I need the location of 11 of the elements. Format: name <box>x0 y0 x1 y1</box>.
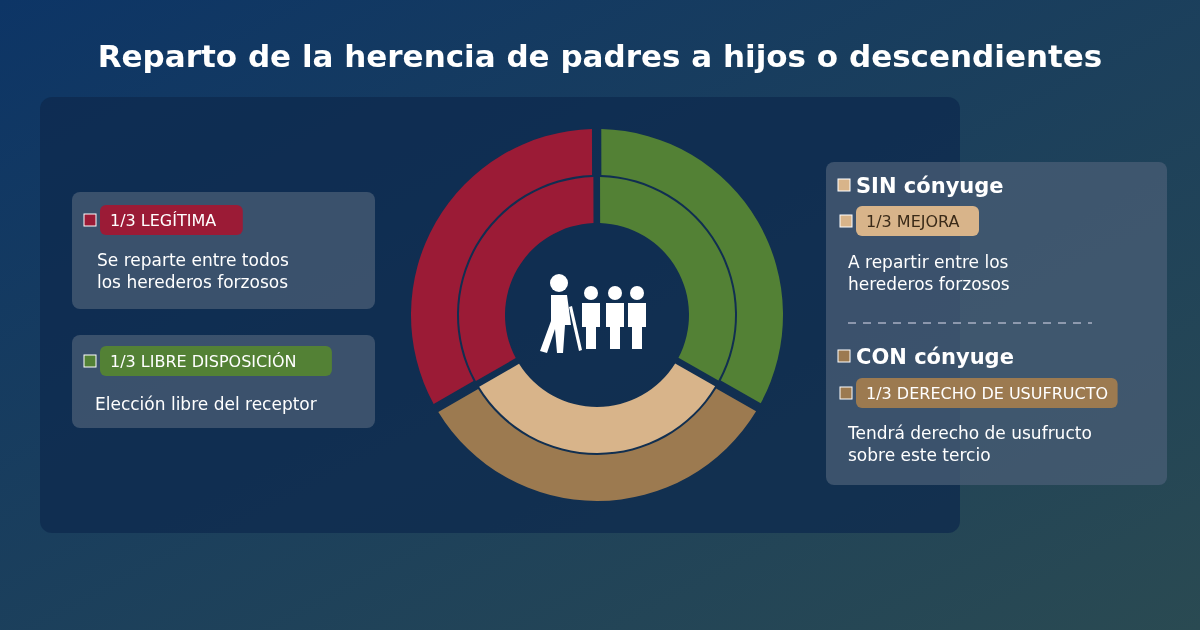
legend-label: 1/3 MEJORA <box>866 212 960 231</box>
text: Se reparte entre todos los herederos forzosos <box>97 250 290 292</box>
legend-label: SIN cónyuge <box>856 174 1004 198</box>
legend-label: 1/3 LIBRE DISPOSICIÓN <box>110 352 297 371</box>
text: 1/3 DERECHO DE USUFRUCTO <box>866 384 1109 403</box>
chart-title: Reparto de la herencia de padres a hijos o descendientes <box>97 38 1103 74</box>
text: A repartir entre los herederos forzosos <box>848 252 1010 294</box>
legend-label: 1/3 LEGÍTIMA <box>110 211 217 230</box>
text: Elección libre del receptor <box>95 394 317 414</box>
text: Tendrá derecho de usufructo sobre este tercio <box>847 423 1092 465</box>
legend-label: CON cónyuge <box>856 345 1014 369</box>
